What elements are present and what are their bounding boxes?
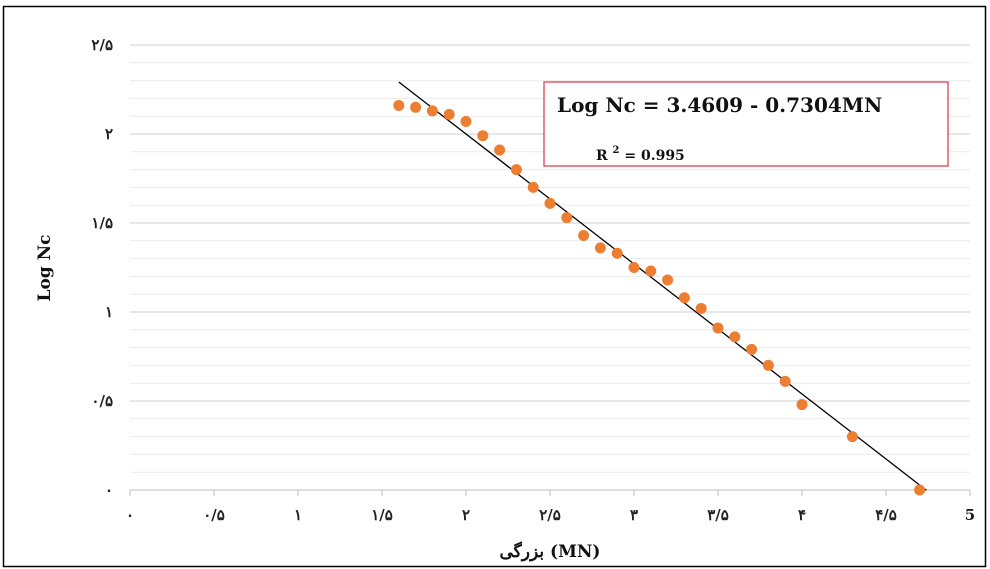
- equation-box: Log Nc = 3.4609 - 0.7304MN R 2 = 0.995: [543, 81, 949, 167]
- data-point: [578, 229, 590, 241]
- data-point: [544, 197, 556, 209]
- data-point: [510, 164, 522, 176]
- data-point: [662, 274, 674, 286]
- x-tick-label: ۱/۵: [371, 506, 393, 524]
- x-tick-label: ۱: [294, 506, 302, 524]
- data-point: [746, 343, 758, 355]
- x-tick-label: 5: [965, 506, 975, 524]
- data-point: [611, 247, 623, 259]
- data-point: [393, 100, 405, 112]
- y-tick-label: ۰/۵: [91, 392, 113, 410]
- x-tick-label: ۲/۵: [539, 506, 561, 524]
- y-tick-label: ۱/۵: [91, 214, 113, 232]
- r-squared-value: = 0.995: [624, 148, 684, 164]
- x-tick-label: ۳/۵: [707, 506, 729, 524]
- equation-text: Log Nc = 3.4609 - 0.7304MN: [557, 93, 882, 117]
- data-point: [678, 292, 690, 304]
- x-tick-label: ۴/۵: [875, 506, 897, 524]
- data-point: [628, 262, 640, 273]
- r-squared-prefix: R: [596, 148, 608, 164]
- data-point: [729, 331, 741, 343]
- data-point: [846, 431, 858, 443]
- data-point: [477, 130, 489, 142]
- x-tick-labels: ۰ ۰/۵ ۱ ۱/۵ ۲ ۲/۵ ۳ ۳/۵ ۴ ۴/۵ 5: [126, 506, 975, 524]
- data-point: [695, 302, 707, 314]
- data-point: [762, 359, 774, 371]
- data-point: [645, 265, 657, 277]
- data-point: [561, 212, 573, 224]
- x-axis-title: بزرگی (MN): [500, 541, 601, 562]
- data-point: [594, 242, 606, 254]
- data-point: [494, 144, 506, 156]
- r-squared-exponent: 2: [613, 145, 620, 156]
- x-tick-label: ۲: [462, 506, 470, 524]
- x-tick-label: ۰: [126, 506, 134, 524]
- data-point: [443, 108, 455, 120]
- data-point: [712, 322, 724, 334]
- data-point: [426, 105, 438, 117]
- x-tick-label: ۰/۵: [203, 506, 225, 524]
- data-point: [779, 375, 791, 387]
- x-tick-label: ۴: [798, 506, 806, 524]
- y-tick-labels: ۰ ۰/۵ ۱ ۱/۵ ۲ ۲/۵: [91, 36, 113, 499]
- data-point: [914, 484, 926, 496]
- y-tick-label: ۲/۵: [91, 36, 113, 54]
- y-axis-title: Log Nc: [35, 235, 55, 302]
- trendline: [398, 81, 927, 491]
- data-point: [796, 399, 808, 411]
- r-squared-text: R 2 = 0.995: [596, 141, 685, 164]
- equation-box-border: [543, 81, 949, 167]
- data-point: [410, 101, 422, 113]
- y-tick-label: ۰: [105, 481, 113, 499]
- y-tick-label: ۲: [105, 125, 113, 143]
- y-tick-label: ۱: [105, 303, 113, 321]
- x-tick-label: ۳: [630, 506, 638, 524]
- data-point: [460, 116, 472, 128]
- data-points: [393, 100, 926, 496]
- data-point: [527, 181, 539, 193]
